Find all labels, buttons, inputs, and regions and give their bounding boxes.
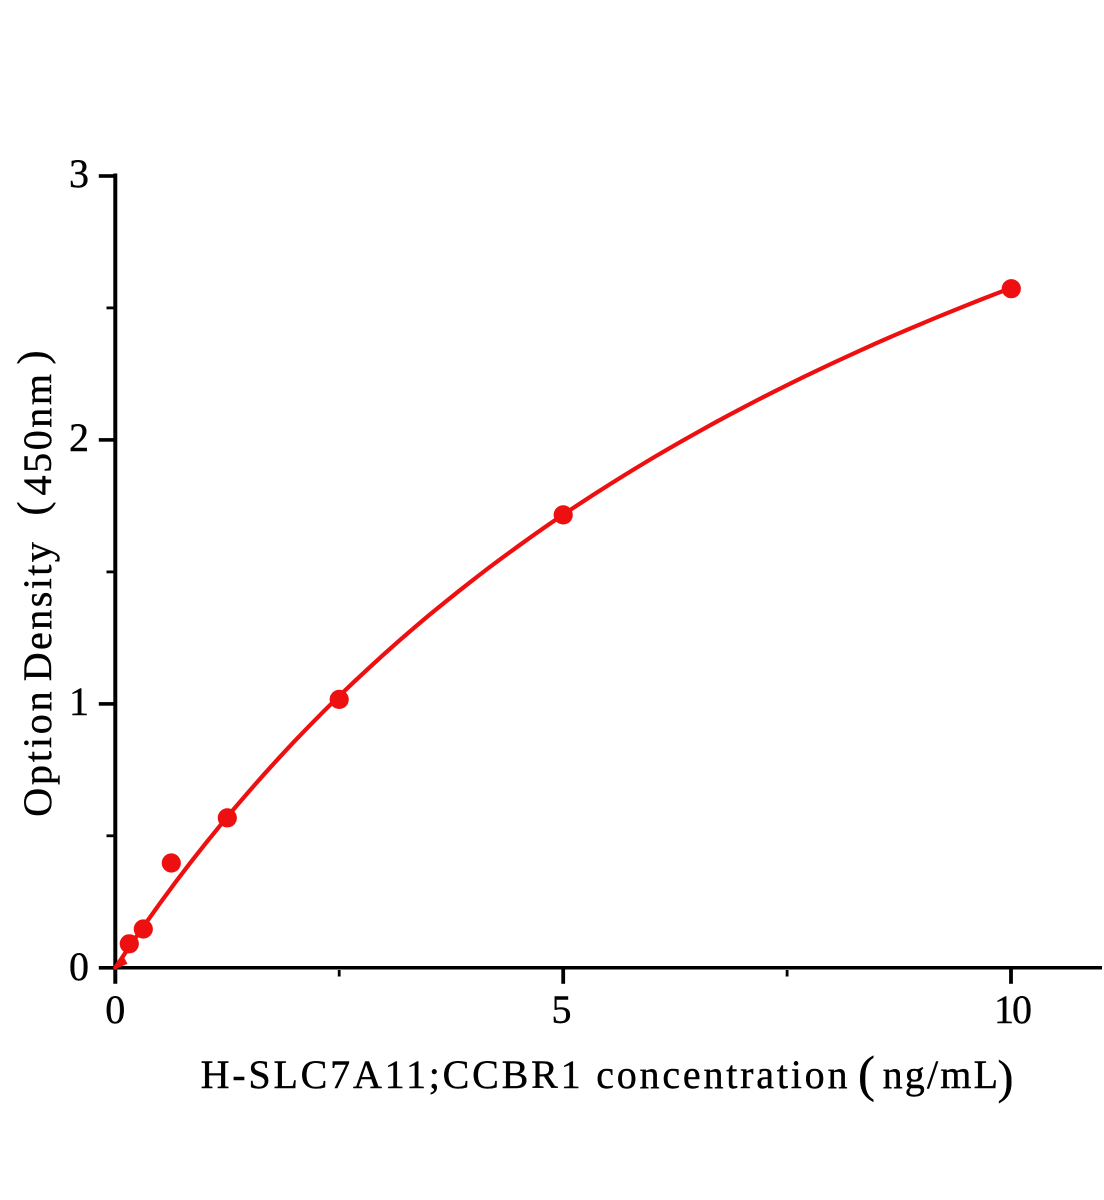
svg-text:Density: Density xyxy=(15,540,60,682)
svg-text:1: 1 xyxy=(69,679,89,724)
svg-text:): ) xyxy=(10,351,56,365)
svg-text:ng/mL: ng/mL xyxy=(883,1052,1001,1097)
svg-text:Option: Option xyxy=(15,689,60,817)
svg-text:0: 0 xyxy=(105,987,125,1032)
svg-text:3: 3 xyxy=(69,151,89,196)
svg-text:450nm: 450nm xyxy=(15,371,60,495)
svg-text:(: ( xyxy=(858,1047,875,1103)
svg-text:0: 0 xyxy=(69,944,89,989)
svg-text:): ) xyxy=(998,1051,1014,1104)
svg-text:H-SLC7A11;CCBR1 concentration: H-SLC7A11;CCBR1 concentration xyxy=(201,1052,851,1097)
svg-text:2: 2 xyxy=(69,415,89,460)
svg-text:10: 10 xyxy=(994,987,1031,1032)
svg-text:(: ( xyxy=(10,502,56,516)
svg-text:5: 5 xyxy=(552,987,572,1032)
